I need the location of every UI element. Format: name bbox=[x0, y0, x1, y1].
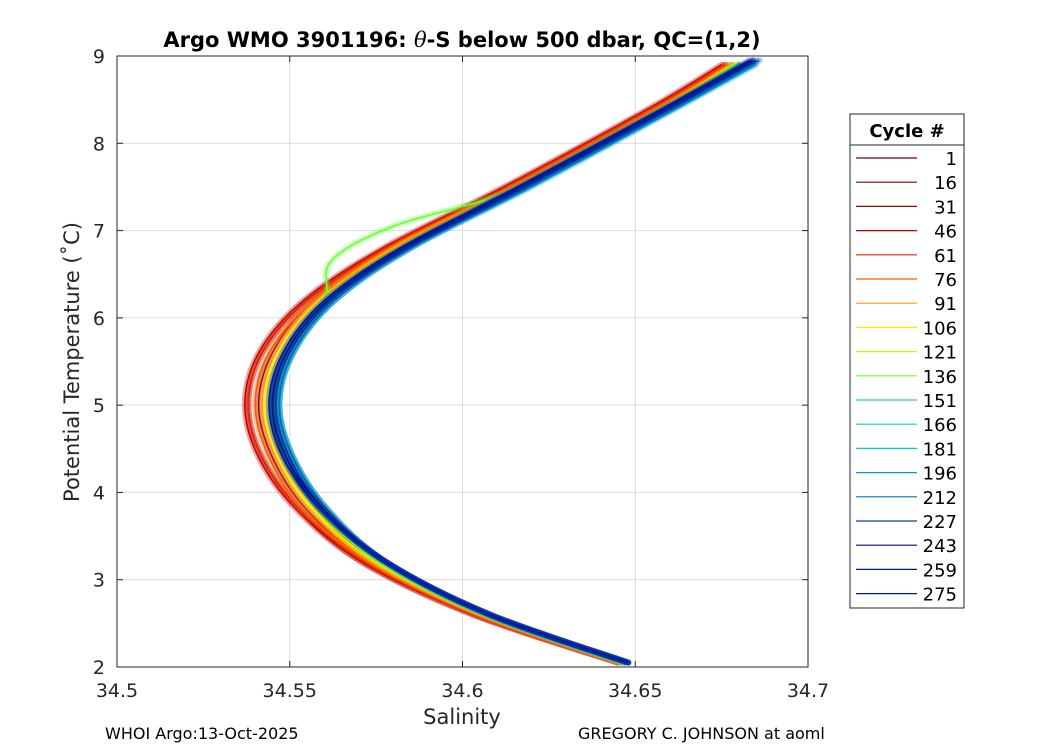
legend: Cycle # 11631466176911061211361511661811… bbox=[849, 113, 965, 609]
y-tick-label: 5 bbox=[93, 395, 105, 417]
series-91 bbox=[259, 61, 735, 666]
legend-label: 227 bbox=[923, 512, 957, 533]
x-tick-label: 34.6 bbox=[441, 680, 483, 702]
legend-item-121: 121 bbox=[856, 343, 957, 364]
y-tick-label: 3 bbox=[93, 570, 105, 592]
legend-label: 61 bbox=[934, 246, 957, 267]
x-tick-label: 34.7 bbox=[787, 680, 829, 702]
legend-item-181: 181 bbox=[856, 439, 957, 460]
legend-title: Cycle # bbox=[869, 121, 944, 142]
legend-label: 106 bbox=[923, 318, 957, 339]
series-76 bbox=[252, 61, 732, 666]
y-tick-label: 9 bbox=[93, 46, 105, 68]
series-46 bbox=[241, 61, 725, 666]
y-axis-label: Potential Temperature (˚C) bbox=[60, 222, 84, 502]
chart-title: Argo WMO 3901196: θ-S below 500 dbar, QC… bbox=[163, 28, 760, 52]
legend-item-196: 196 bbox=[856, 464, 957, 485]
series-275 bbox=[266, 57, 753, 666]
legend-label: 16 bbox=[934, 173, 957, 194]
legend-label: 275 bbox=[923, 585, 957, 606]
legend-item-46: 46 bbox=[856, 222, 957, 243]
series-line-61 bbox=[247, 64, 726, 664]
title-suffix: -S below 500 dbar, QC=(1,2) bbox=[427, 28, 761, 52]
series-line-76 bbox=[254, 64, 729, 664]
legend-box bbox=[849, 113, 965, 609]
legend-label: 136 bbox=[923, 367, 957, 388]
x-tick-label: 34.65 bbox=[608, 680, 662, 702]
footer-left-credit: WHOI Argo:13-Oct-2025 bbox=[105, 724, 299, 743]
legend-label: 181 bbox=[923, 439, 957, 460]
series-line-275 bbox=[268, 59, 750, 664]
series-line-91 bbox=[261, 64, 733, 664]
x-axis-label: Salinity bbox=[423, 705, 501, 729]
legend-label: 46 bbox=[934, 222, 957, 243]
legend-label: 121 bbox=[923, 343, 957, 364]
grid-lines bbox=[117, 56, 808, 667]
legend-item-61: 61 bbox=[856, 246, 957, 267]
legend-item-166: 166 bbox=[856, 415, 957, 436]
legend-label: 166 bbox=[923, 415, 957, 436]
legend-item-16: 16 bbox=[856, 173, 957, 194]
title-prefix: Argo WMO 3901196: bbox=[163, 28, 414, 52]
y-tick-label: 7 bbox=[93, 221, 105, 243]
legend-label: 243 bbox=[923, 536, 957, 557]
legend-item-212: 212 bbox=[856, 488, 957, 509]
y-tick-label: 4 bbox=[93, 482, 105, 504]
y-tick-label: 6 bbox=[93, 308, 105, 330]
legend-item-259: 259 bbox=[856, 560, 957, 581]
x-tick-label: 34.55 bbox=[263, 680, 317, 702]
legend-item-1: 1 bbox=[856, 149, 957, 170]
legend-label: 151 bbox=[923, 391, 957, 412]
legend-item-151: 151 bbox=[856, 391, 957, 412]
y-tick-label: 8 bbox=[93, 133, 105, 155]
series-line-46 bbox=[244, 64, 723, 664]
legend-label: 76 bbox=[934, 270, 957, 291]
data-series bbox=[241, 57, 763, 666]
legend-item-243: 243 bbox=[856, 536, 957, 557]
legend-label: 212 bbox=[923, 488, 957, 509]
legend-label: 196 bbox=[923, 464, 957, 485]
axis-ticks: 34.5 34.55 34.6 34.65 34.7 2 3 4 5 6 7 8 9 bbox=[93, 46, 829, 702]
legend-item-106: 106 bbox=[856, 318, 957, 339]
title-theta-symbol: θ bbox=[414, 28, 427, 52]
legend-item-91: 91 bbox=[856, 294, 957, 315]
legend-item-31: 31 bbox=[856, 197, 957, 218]
legend-label: 91 bbox=[934, 294, 957, 315]
legend-item-227: 227 bbox=[856, 512, 957, 533]
legend-item-275: 275 bbox=[856, 585, 957, 606]
series-61 bbox=[245, 61, 729, 666]
footer-right-credit: GREGORY C. JOHNSON at aoml bbox=[578, 724, 825, 743]
legend-label: 1 bbox=[946, 149, 957, 170]
legend-item-136: 136 bbox=[856, 367, 957, 388]
legend-items: 1 16 31 46 61 76 91 106 121 136 151 166 181 196 212 227… bbox=[856, 149, 957, 606]
y-tick-label: 2 bbox=[93, 657, 105, 679]
legend-label: 31 bbox=[934, 197, 957, 218]
x-tick-label: 34.5 bbox=[96, 680, 138, 702]
legend-label: 259 bbox=[923, 560, 957, 581]
legend-item-76: 76 bbox=[856, 270, 957, 291]
